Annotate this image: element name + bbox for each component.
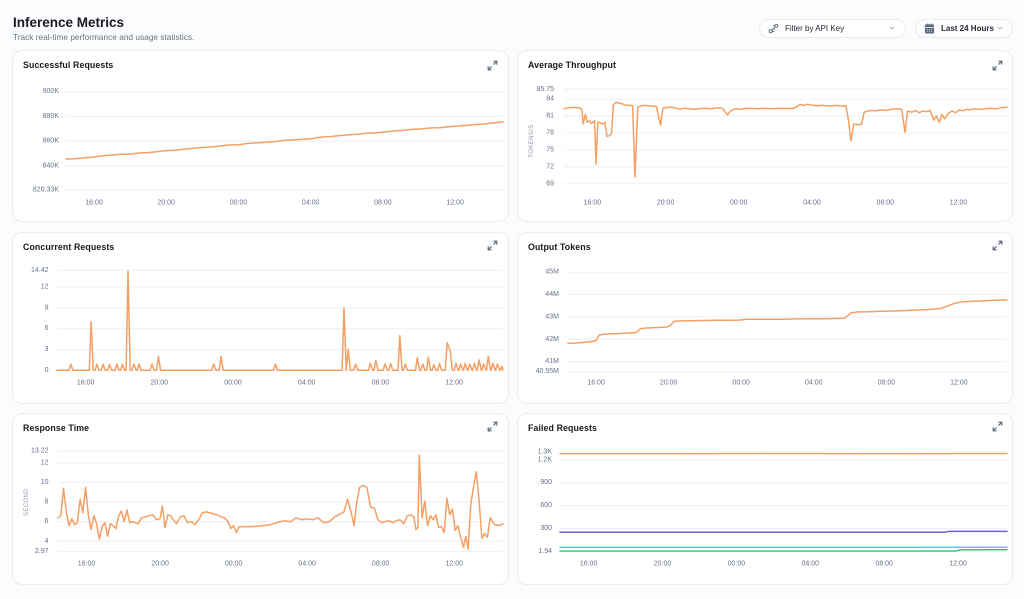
svg-text:00:00: 00:00 <box>224 380 242 387</box>
svg-text:TOKENS/S: TOKENS/S <box>529 124 535 157</box>
svg-text:1.2K: 1.2K <box>538 456 553 463</box>
svg-text:04:00: 04:00 <box>302 200 320 207</box>
svg-text:45M: 45M <box>545 269 559 276</box>
svg-text:880K: 880K <box>43 113 60 120</box>
svg-text:43M: 43M <box>545 313 559 320</box>
svg-text:00:00: 00:00 <box>732 380 750 387</box>
svg-text:72: 72 <box>546 163 554 170</box>
svg-text:00:00: 00:00 <box>225 561 243 568</box>
svg-text:12: 12 <box>41 284 49 291</box>
svg-text:14.42: 14.42 <box>31 267 49 274</box>
svg-text:6: 6 <box>45 325 49 332</box>
svg-text:40.55M: 40.55M <box>536 368 560 375</box>
svg-text:12:00: 12:00 <box>445 380 463 387</box>
svg-text:69: 69 <box>546 180 554 187</box>
svg-text:44M: 44M <box>545 291 559 298</box>
svg-text:75: 75 <box>546 147 554 154</box>
svg-text:00:00: 00:00 <box>230 200 248 207</box>
svg-text:08:00: 08:00 <box>878 380 896 387</box>
svg-text:16:00: 16:00 <box>580 561 598 568</box>
svg-text:13.22: 13.22 <box>31 447 49 454</box>
svg-text:85.75: 85.75 <box>536 86 554 93</box>
svg-text:2.97: 2.97 <box>35 548 49 555</box>
svg-text:04:00: 04:00 <box>803 200 821 207</box>
svg-text:6: 6 <box>45 518 49 525</box>
svg-text:600: 600 <box>540 502 552 509</box>
svg-text:42M: 42M <box>545 336 559 343</box>
svg-text:00:00: 00:00 <box>730 200 748 207</box>
svg-text:20:00: 20:00 <box>654 561 672 568</box>
svg-text:16:00: 16:00 <box>78 561 96 568</box>
svg-text:12:00: 12:00 <box>950 380 968 387</box>
svg-text:0: 0 <box>45 367 49 374</box>
svg-text:12:00: 12:00 <box>446 561 464 568</box>
svg-text:1.3K: 1.3K <box>538 449 553 456</box>
svg-text:00:00: 00:00 <box>728 561 746 568</box>
svg-text:20:00: 20:00 <box>157 200 175 207</box>
svg-text:16:00: 16:00 <box>85 200 103 207</box>
svg-text:20:00: 20:00 <box>657 200 675 207</box>
svg-text:8: 8 <box>45 499 49 506</box>
svg-text:78: 78 <box>546 130 554 137</box>
svg-text:20:00: 20:00 <box>660 380 678 387</box>
svg-text:12: 12 <box>41 459 49 466</box>
svg-text:16:00: 16:00 <box>584 200 602 207</box>
svg-text:10: 10 <box>41 479 49 486</box>
svg-text:04:00: 04:00 <box>805 380 823 387</box>
svg-text:820.33K: 820.33K <box>33 187 59 194</box>
svg-text:840K: 840K <box>43 162 60 169</box>
svg-text:12:00: 12:00 <box>446 200 464 207</box>
svg-text:20:00: 20:00 <box>151 380 169 387</box>
svg-text:84: 84 <box>546 96 554 103</box>
svg-text:41M: 41M <box>545 358 559 365</box>
svg-text:300: 300 <box>540 525 552 532</box>
svg-text:08:00: 08:00 <box>877 200 895 207</box>
svg-text:16:00: 16:00 <box>587 380 605 387</box>
svg-text:20:00: 20:00 <box>151 561 169 568</box>
svg-text:04:00: 04:00 <box>298 561 316 568</box>
svg-text:3: 3 <box>45 346 49 353</box>
svg-text:08:00: 08:00 <box>372 380 390 387</box>
svg-text:860K: 860K <box>43 138 60 145</box>
svg-text:04:00: 04:00 <box>298 380 316 387</box>
svg-text:12:00: 12:00 <box>950 200 968 207</box>
svg-text:08:00: 08:00 <box>372 561 390 568</box>
svg-text:SECOND: SECOND <box>24 488 30 516</box>
svg-text:16:00: 16:00 <box>77 380 95 387</box>
svg-text:12:00: 12:00 <box>949 561 967 568</box>
svg-text:900: 900 <box>540 479 552 486</box>
svg-text:08:00: 08:00 <box>374 200 392 207</box>
svg-text:4: 4 <box>45 538 49 545</box>
svg-text:900K: 900K <box>43 88 60 95</box>
svg-text:9: 9 <box>45 304 49 311</box>
svg-text:1.94: 1.94 <box>538 548 552 555</box>
svg-text:04:00: 04:00 <box>802 561 820 568</box>
svg-text:08:00: 08:00 <box>875 561 893 568</box>
svg-text:81: 81 <box>546 113 554 120</box>
